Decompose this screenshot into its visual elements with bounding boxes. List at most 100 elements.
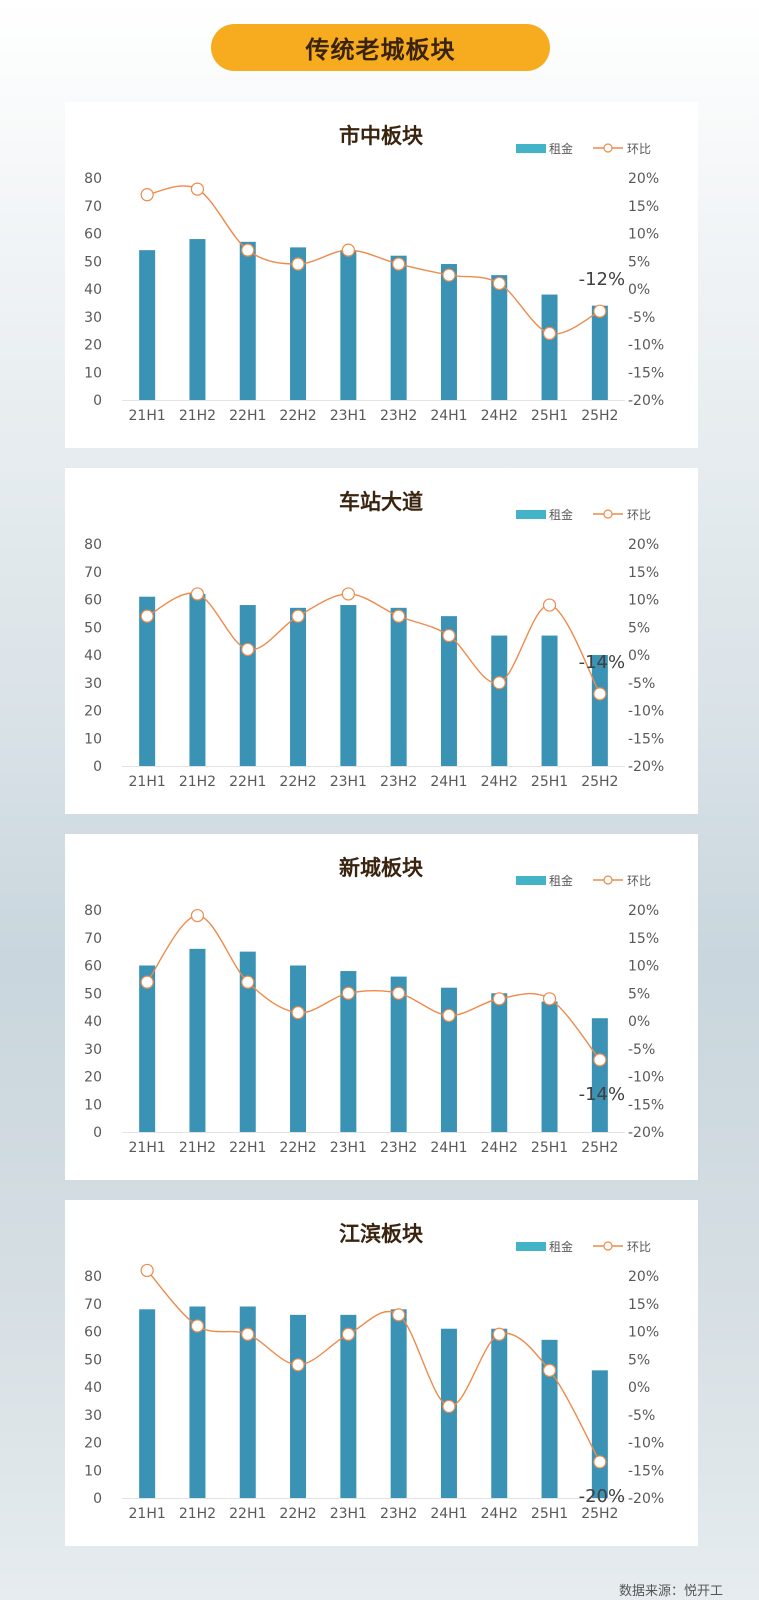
mom-change-point bbox=[190, 908, 205, 923]
mom-change-point bbox=[392, 609, 406, 623]
left-axis-tick: 80 bbox=[84, 171, 102, 187]
left-axis-tick: 70 bbox=[84, 1297, 102, 1313]
left-axis-tick: 70 bbox=[84, 931, 102, 947]
rent-bar bbox=[390, 255, 407, 400]
category-label: 23H1 bbox=[330, 774, 367, 790]
chart-legend: 租金 环比 bbox=[516, 1239, 651, 1254]
right-axis-tick: -15% bbox=[628, 365, 664, 381]
right-axis-tick: -10% bbox=[628, 704, 664, 720]
category-label: 23H1 bbox=[330, 1140, 367, 1156]
rent-bar bbox=[541, 294, 558, 400]
category-label: 22H1 bbox=[229, 1140, 266, 1156]
rent-bar bbox=[290, 1314, 307, 1498]
left-axis-tick: 70 bbox=[84, 565, 102, 581]
mom-change-point bbox=[140, 975, 154, 989]
right-axis-tick: -15% bbox=[628, 1463, 664, 1479]
rent-bar bbox=[491, 993, 508, 1132]
rent-bar bbox=[390, 1309, 407, 1498]
right-axis-tick: -20% bbox=[628, 759, 664, 775]
rent-bar bbox=[290, 607, 307, 766]
mom-change-point bbox=[241, 1327, 255, 1341]
left-axis-tick: 40 bbox=[84, 282, 102, 298]
mom-change-point bbox=[291, 257, 305, 271]
mom-change-point bbox=[442, 1008, 456, 1023]
mom-change-point bbox=[140, 1263, 154, 1278]
category-label: 21H1 bbox=[129, 1140, 166, 1156]
rent-bar bbox=[491, 275, 508, 400]
left-axis-tick: 50 bbox=[84, 254, 102, 270]
mom-change-point bbox=[341, 243, 355, 257]
rent-bar bbox=[440, 1328, 457, 1498]
right-axis-tick: -20% bbox=[628, 1125, 664, 1141]
data-source-note: 数据来源：悦开工 bbox=[618, 1584, 723, 1599]
mom-change-point bbox=[140, 188, 154, 202]
left-axis-tick: 10 bbox=[84, 1097, 102, 1113]
category-label: 24H1 bbox=[430, 774, 467, 790]
left-axis-tick: 0 bbox=[93, 759, 102, 775]
chart-panel-3: 新城板块 租金 环比 0 10 20 30 40 50 60 70 80 -20% -15% -10% -5%… bbox=[65, 834, 698, 1180]
mom-change-line bbox=[147, 185, 601, 335]
right-axis-tick: -10% bbox=[628, 338, 664, 354]
chart-legend: 租金 环比 bbox=[516, 141, 651, 156]
category-label: 25H2 bbox=[581, 1140, 618, 1156]
category-label: 21H1 bbox=[129, 774, 166, 790]
category-label: 21H2 bbox=[179, 1140, 216, 1156]
legend-line-label: 环比 bbox=[627, 1240, 651, 1254]
mom-change-point bbox=[341, 1327, 355, 1341]
mom-change-point bbox=[542, 598, 557, 612]
change-callout: -14% bbox=[579, 1084, 626, 1105]
right-axis-tick: 15% bbox=[628, 931, 659, 947]
chart-title: 新城板块 bbox=[339, 856, 424, 880]
right-axis-tick: -5% bbox=[628, 310, 655, 326]
mom-change-line bbox=[146, 592, 601, 695]
mom-change-point bbox=[593, 304, 607, 318]
left-axis-tick: 20 bbox=[84, 1070, 102, 1086]
rent-bar bbox=[290, 965, 307, 1132]
category-label: 25H1 bbox=[531, 1506, 568, 1522]
legend-bar-label: 租金 bbox=[549, 507, 573, 522]
rent-bar bbox=[189, 948, 206, 1132]
left-axis-tick: 10 bbox=[84, 365, 102, 381]
rent-bar bbox=[440, 987, 457, 1132]
right-axis-tick: -5% bbox=[628, 1408, 655, 1424]
left-axis-tick: 50 bbox=[84, 986, 102, 1002]
left-axis-tick: 20 bbox=[84, 704, 102, 720]
left-axis-tick: 80 bbox=[84, 903, 102, 919]
rent-bar bbox=[189, 1306, 206, 1498]
category-label: 22H2 bbox=[279, 774, 316, 790]
left-axis-tick: 30 bbox=[84, 1042, 102, 1058]
category-label: 23H2 bbox=[380, 774, 417, 790]
mom-change-point bbox=[593, 1455, 607, 1469]
left-axis-tick: 50 bbox=[84, 620, 102, 636]
rent-bar bbox=[340, 971, 357, 1132]
right-axis-tick: 15% bbox=[628, 565, 659, 581]
right-axis-tick: 15% bbox=[628, 199, 659, 215]
legend-bar-label: 租金 bbox=[549, 1239, 573, 1254]
mom-change-point bbox=[542, 1363, 557, 1377]
right-axis-tick: 0% bbox=[628, 1014, 650, 1030]
legend-bar-swatch bbox=[516, 1242, 546, 1251]
left-axis-tick: 10 bbox=[84, 1463, 102, 1479]
legend-line-marker bbox=[603, 1241, 613, 1251]
chart-legend: 租金 环比 bbox=[516, 873, 651, 888]
left-axis-tick: 40 bbox=[84, 1380, 102, 1396]
change-callout: -12% bbox=[579, 269, 626, 290]
mom-change-point bbox=[241, 975, 255, 989]
left-axis-tick: 40 bbox=[84, 648, 102, 664]
right-axis-tick: 0% bbox=[628, 1380, 650, 1396]
mom-change-point bbox=[291, 609, 305, 623]
legend-line-label: 环比 bbox=[627, 508, 651, 522]
category-label: 25H2 bbox=[581, 408, 618, 424]
mom-change-point bbox=[492, 676, 506, 690]
rent-bar bbox=[139, 596, 156, 766]
rent-bar bbox=[239, 1306, 256, 1498]
mom-change-point bbox=[542, 326, 557, 340]
rent-bar bbox=[390, 976, 407, 1132]
change-callout: -20% bbox=[579, 1486, 626, 1507]
category-label: 25H1 bbox=[531, 774, 568, 790]
chart-panel-4: 江滨板块 租金 环比 0 10 20 30 40 50 60 70 80 -20% -15% -10% -5%… bbox=[65, 1200, 698, 1546]
mom-change-point bbox=[593, 687, 607, 701]
left-axis-tick: 30 bbox=[84, 310, 102, 326]
